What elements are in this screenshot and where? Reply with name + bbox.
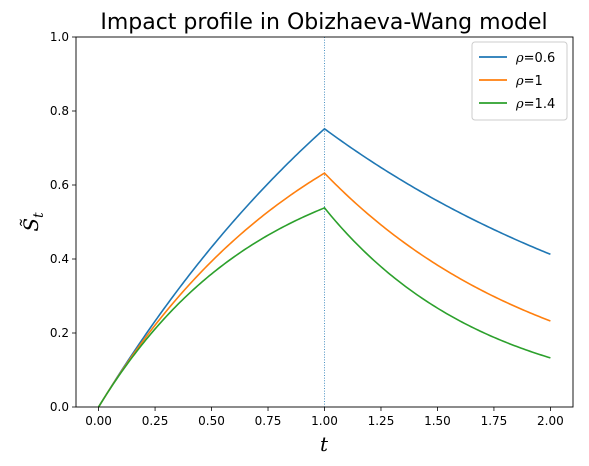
y-axis-label-main: S̃ [19, 218, 43, 232]
svg-text:S̃t: S̃t [19, 212, 47, 232]
x-tick-label-6: 1.50 [424, 414, 451, 428]
y-tick-label-2: 0.4 [50, 252, 69, 266]
series-layer [97, 127, 551, 408]
series-line-2 [97, 206, 551, 408]
legend-label-1: ρ=1 [515, 74, 543, 89]
y-tick-label-3: 0.6 [50, 178, 69, 192]
x-tick-label-2: 0.50 [198, 414, 225, 428]
x-tick-label-7: 1.75 [481, 414, 508, 428]
y-tick-label-1: 0.2 [50, 326, 69, 340]
y-axis-ticks: 0.0 0.2 0.4 0.6 0.8 1.0 [50, 30, 76, 414]
y-tick-label-0: 0.0 [50, 400, 69, 414]
series-line-0 [97, 127, 551, 408]
y-axis-label-subscript: t [31, 212, 47, 218]
series-line-1 [97, 172, 551, 408]
y-axis-label: S̃t [19, 212, 47, 232]
x-tick-label-8: 2.00 [537, 414, 564, 428]
x-tick-label-5: 1.25 [368, 414, 395, 428]
x-axis-ticks: 0.00 0.25 0.50 0.75 1.00 1.25 1.50 1.75 2.00 [85, 407, 564, 428]
x-axis-label: t [320, 432, 329, 456]
x-tick-label-4: 1.00 [311, 414, 338, 428]
legend-label-0: ρ=0.6 [515, 51, 555, 66]
legend: ρ=0.6 ρ=1 ρ=1.4 [471, 41, 568, 121]
legend-label-2: ρ=1.4 [515, 97, 555, 112]
x-tick-label-3: 0.75 [255, 414, 282, 428]
legend-box [471, 41, 568, 121]
chart-title: Impact profile in Obizhaeva-Wang model [100, 10, 547, 35]
y-tick-label-4: 0.8 [50, 104, 69, 118]
x-tick-label-1: 0.25 [142, 414, 169, 428]
y-tick-label-5: 1.0 [50, 30, 69, 44]
x-tick-label-0: 0.00 [85, 414, 112, 428]
